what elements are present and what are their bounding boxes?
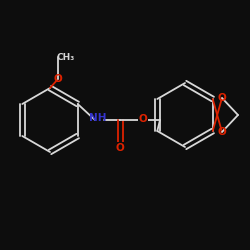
Text: O: O: [116, 143, 124, 153]
Text: O: O: [218, 93, 226, 103]
Text: O: O: [54, 74, 62, 84]
Text: NH: NH: [89, 113, 107, 123]
Text: CH₃: CH₃: [57, 52, 75, 62]
Text: O: O: [138, 114, 147, 124]
Text: O: O: [218, 127, 226, 137]
